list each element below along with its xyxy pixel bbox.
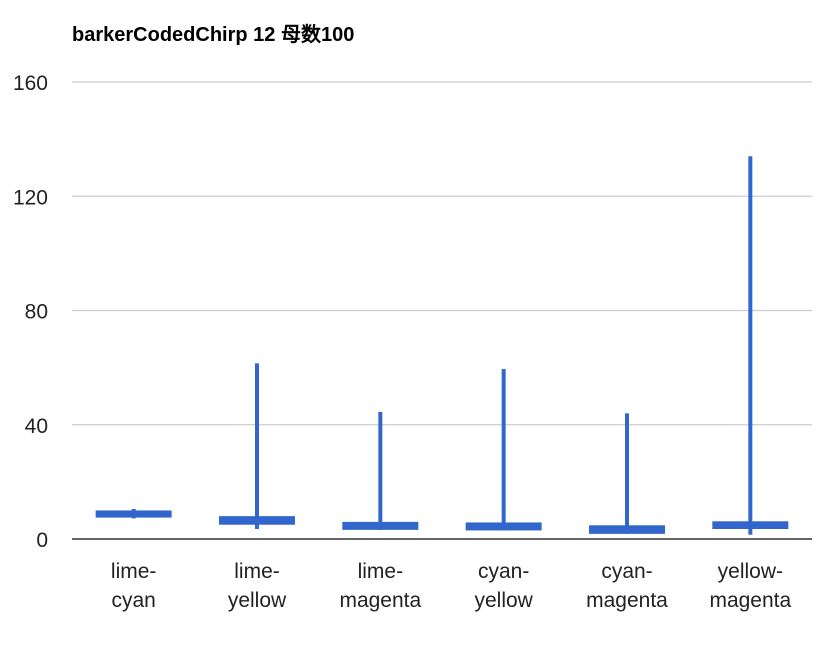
x-tick-label: yellow- xyxy=(718,560,783,583)
candle-body xyxy=(219,516,295,525)
x-tick-label: yellow xyxy=(228,589,287,612)
candle-body xyxy=(465,522,542,531)
candle-body xyxy=(342,521,419,530)
x-tick-label: lime- xyxy=(111,560,157,583)
candle-wick xyxy=(748,156,753,535)
candle-wick xyxy=(501,369,506,531)
y-tick-label: 160 xyxy=(13,72,48,95)
x-tick-label: magenta xyxy=(586,589,668,612)
x-tick-label: lime- xyxy=(358,560,404,583)
chart-title: barkerCodedChirp 12 母数100 xyxy=(72,24,355,46)
y-tick-label: 40 xyxy=(25,415,48,438)
candle-wick xyxy=(378,411,383,530)
x-tick-label: cyan- xyxy=(601,560,652,583)
x-tick-label: magenta xyxy=(709,589,791,612)
candle-body xyxy=(95,510,172,518)
candle-body xyxy=(589,525,665,534)
x-tick-label: yellow xyxy=(474,589,533,612)
candle-wick xyxy=(255,363,259,530)
y-tick-label: 0 xyxy=(36,529,48,552)
y-tick-label: 80 xyxy=(25,301,48,324)
x-tick-label: magenta xyxy=(339,589,421,612)
x-tick-label: lime- xyxy=(234,560,280,583)
y-tick-label: 120 xyxy=(13,186,48,209)
candle-wick xyxy=(625,413,629,534)
x-tick-label: cyan xyxy=(111,589,155,612)
x-tick-label: cyan- xyxy=(478,560,529,583)
candle-body xyxy=(712,521,789,530)
